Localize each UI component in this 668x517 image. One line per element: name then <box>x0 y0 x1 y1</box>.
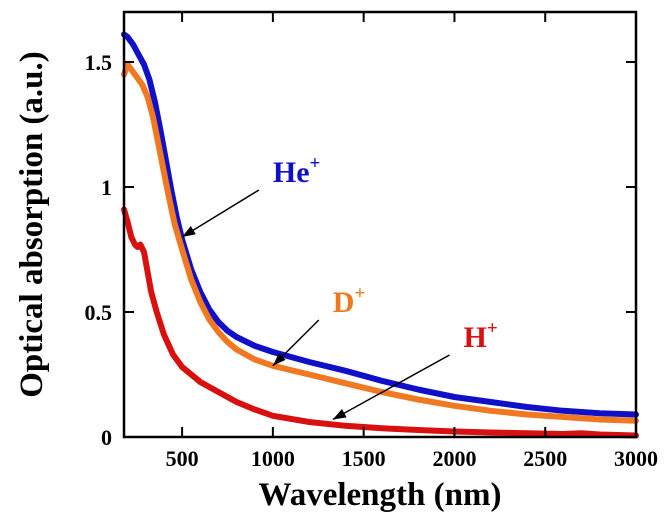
y-tick-label: 0 <box>101 425 112 450</box>
x-tick-label: 2000 <box>432 446 476 471</box>
y-tick-label: 1 <box>101 175 112 200</box>
plot-frame <box>122 10 638 439</box>
x-tick-label: 500 <box>166 446 199 471</box>
series-line-d <box>121 61 639 424</box>
annotation-arrow-h <box>332 354 450 421</box>
x-tick-label: 1500 <box>342 446 386 471</box>
series-label-name: He <box>273 156 310 189</box>
x-axis-title: Wavelength (nm) <box>259 477 502 513</box>
series-label-sup: + <box>354 283 365 304</box>
series-label-he: He+ <box>273 153 320 189</box>
arrowhead-icon <box>332 408 347 420</box>
y-tick-label: 0.5 <box>85 300 113 325</box>
y-axis-title: Optical absorption (a.u.) <box>14 51 50 398</box>
series-label-h: H+ <box>464 318 498 354</box>
x-tick-label: 3000 <box>614 446 658 471</box>
series-label-name: H <box>464 321 487 354</box>
series-label-d: D+ <box>333 283 366 319</box>
tick-layer: 500 1000 1500 2000 2500 3000 0 0.5 1 1.5 <box>85 12 658 471</box>
series-label-name: D <box>333 286 355 319</box>
series-label-sup: + <box>487 318 498 339</box>
x-tick-label: 1000 <box>251 446 295 471</box>
y-tick-label: 1.5 <box>85 50 113 75</box>
arrowhead-icon <box>182 226 196 237</box>
annotation-layer: He+D+H+ <box>181 153 498 421</box>
series-line-he <box>121 31 639 418</box>
arrowhead-icon <box>272 353 286 366</box>
x-tick-label: 2500 <box>523 446 567 471</box>
series-line-h <box>121 206 639 439</box>
series-label-sup: + <box>310 153 321 174</box>
series-layer <box>121 31 639 439</box>
annotation-arrow-he <box>181 189 260 238</box>
